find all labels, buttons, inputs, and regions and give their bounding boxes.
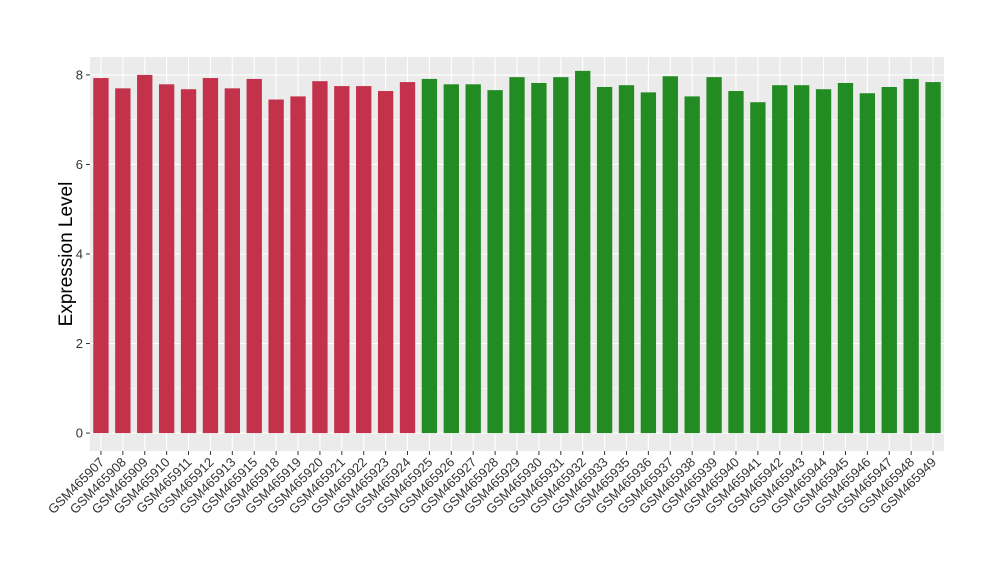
bar-GSM465936 xyxy=(640,92,657,434)
bar-GSM465935 xyxy=(618,85,635,434)
bar-GSM465941 xyxy=(750,102,766,434)
bar-GSM465949 xyxy=(925,82,941,434)
y-tick-label: 2 xyxy=(76,336,83,351)
bar-GSM465923 xyxy=(377,91,394,434)
bar-GSM465922 xyxy=(356,86,372,434)
y-tick-label: 8 xyxy=(76,67,83,82)
bar-GSM465944 xyxy=(815,89,832,434)
bar-GSM465908 xyxy=(115,88,131,434)
bars xyxy=(93,70,941,434)
bar-GSM465939 xyxy=(706,77,722,434)
bar-GSM465930 xyxy=(531,82,547,434)
x-axis: GSM465907GSM465908GSM465909GSM465910GSM4… xyxy=(45,451,939,517)
bar-GSM465948 xyxy=(903,78,919,434)
bar-GSM465946 xyxy=(859,93,876,434)
bar-GSM465925 xyxy=(421,78,438,434)
y-tick-label: 4 xyxy=(76,247,83,262)
bar-GSM465947 xyxy=(881,86,897,434)
bar-GSM465940 xyxy=(728,91,744,434)
bar-GSM465910 xyxy=(158,84,175,434)
bar-GSM465938 xyxy=(684,96,700,434)
bar-GSM465933 xyxy=(596,86,613,434)
bar-GSM465912 xyxy=(202,78,219,434)
y-tick-label: 0 xyxy=(76,426,83,441)
bar-GSM465942 xyxy=(772,85,788,434)
y-tick-label: 6 xyxy=(76,157,83,172)
y-axis: 0 2 4 6 8 xyxy=(76,67,90,441)
bar-GSM465919 xyxy=(290,96,306,434)
bar-GSM465913 xyxy=(224,88,240,434)
y-axis-label: Expression Level xyxy=(56,182,77,327)
bar-GSM465920 xyxy=(312,81,328,434)
bar-GSM465907 xyxy=(93,78,109,434)
bar-GSM465918 xyxy=(268,99,284,434)
bar-GSM465937 xyxy=(662,76,678,434)
bar-GSM465932 xyxy=(575,70,591,434)
bar-GSM465927 xyxy=(465,84,481,434)
bar-GSM465921 xyxy=(334,86,350,434)
bar-GSM465943 xyxy=(794,85,810,434)
bar-GSM465928 xyxy=(487,90,503,434)
bar-GSM465945 xyxy=(837,82,854,434)
bar-GSM465926 xyxy=(443,84,459,434)
bar-GSM465924 xyxy=(399,82,416,434)
bar-GSM465929 xyxy=(509,77,525,434)
bar-GSM465909 xyxy=(137,74,153,434)
bar-GSM465931 xyxy=(553,77,569,434)
bar-GSM465915 xyxy=(246,78,262,434)
bar-GSM465911 xyxy=(180,89,197,434)
